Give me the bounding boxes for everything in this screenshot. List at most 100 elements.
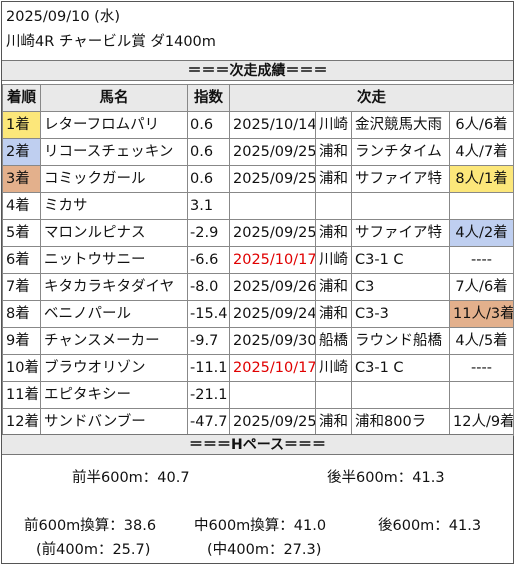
index-cell: -15.4 <box>187 300 230 328</box>
next-race-date-cell: 2025/09/25 <box>229 138 316 166</box>
next-race-venue-cell <box>315 192 352 220</box>
next-race-name-cell: 浦和800ラ <box>351 408 450 436</box>
next-race-date-cell: 2025/09/25 <box>229 408 316 436</box>
next-race-name-cell <box>351 381 450 409</box>
next-race-result-cell: ---- <box>449 354 514 382</box>
horse-name-cell: リコースチェッキン <box>40 138 188 166</box>
next-race-venue-cell: 浦和 <box>315 219 352 247</box>
rank-cell: 4着 <box>2 192 41 220</box>
next-race-result-cell: 12人/9着 <box>449 408 514 436</box>
next-race-name-cell: C3-1 C <box>351 354 450 382</box>
horse-name-cell: レターフロムパリ <box>40 111 188 139</box>
front-400-time: (前400m：25.7) <box>36 542 151 558</box>
next-race-date-cell: 2025/10/17 <box>229 246 316 274</box>
table-row: 8着 ベニノパール -15.4 2025/09/24 浦和 C3-3 11人/3着 <box>2 300 514 328</box>
index-cell: -2.9 <box>187 219 230 247</box>
next-race-venue-cell <box>315 381 352 409</box>
next-race-result-cell: 11人/3着 <box>449 300 514 328</box>
race-date: 2025/09/10 (水) <box>6 9 120 25</box>
next-race-venue-cell: 浦和 <box>315 138 352 166</box>
table-row: 1着 レターフロムパリ 0.6 2025/10/14 川崎 金沢競馬大雨 6人/6着 <box>2 111 514 139</box>
next-race-venue-cell: 浦和 <box>315 165 352 193</box>
horse-name-cell: コミックガール <box>40 165 188 193</box>
rank-cell: 1着 <box>2 111 41 139</box>
next-race-result-cell: 4人/5着 <box>449 327 514 355</box>
second-half-time: 後半600m：41.3 <box>327 470 445 486</box>
next-race-date-cell: 2025/09/25 <box>229 165 316 193</box>
rank-cell: 7着 <box>2 273 41 301</box>
results-table: 着順 馬名 指数 次走 1着 レターフロムパリ 0.6 2025/10/14 川崎 金沢競… <box>2 84 514 436</box>
index-column-header: 指数 <box>187 84 230 112</box>
next-race-name-cell: C3-3 <box>351 300 450 328</box>
front-600-time: 前600m換算：38.6 <box>24 518 157 534</box>
horse-name-cell: マロンルピナス <box>40 219 188 247</box>
next-race-venue-cell: 川崎 <box>315 246 352 274</box>
rank-cell: 12着 <box>2 408 41 436</box>
next-race-venue-cell: 川崎 <box>315 111 352 139</box>
next-race-name-cell: C3-1 C <box>351 246 450 274</box>
next-race-result-cell <box>449 192 514 220</box>
index-cell: 3.1 <box>187 192 230 220</box>
horse-name-cell: キタカラキタダイヤ <box>40 273 188 301</box>
next-results-heading: ＝＝＝次走成績＝＝＝ <box>2 60 513 81</box>
next-race-result-cell: 8人/1着 <box>449 165 514 193</box>
next-race-venue-cell: 浦和 <box>315 300 352 328</box>
next-race-column-header: 次走 <box>229 84 514 112</box>
rank-cell: 9着 <box>2 327 41 355</box>
next-race-name-cell: ランチタイム <box>351 138 450 166</box>
next-race-venue-cell: 浦和 <box>315 273 352 301</box>
index-cell: -8.0 <box>187 273 230 301</box>
next-race-result-cell: 6人/6着 <box>449 111 514 139</box>
next-race-name-cell <box>351 192 450 220</box>
next-race-name-cell: ラウンド船橋 <box>351 327 450 355</box>
table-row: 6着 ニットウサニー -6.6 2025/10/17 川崎 C3-1 C ---- <box>2 246 514 274</box>
table-row: 3着 コミックガール 0.6 2025/09/25 浦和 サファイア特 8人/1着 <box>2 165 514 193</box>
next-race-venue-cell: 川崎 <box>315 354 352 382</box>
next-race-name-cell: 金沢競馬大雨 <box>351 111 450 139</box>
table-row: 12着 サンドバンブー -47.7 2025/09/25 浦和 浦和800ラ 12人/9着 <box>2 408 514 436</box>
next-race-result-cell: 4人/2着 <box>449 219 514 247</box>
index-cell: -6.6 <box>187 246 230 274</box>
next-race-result-cell: 7人/6着 <box>449 273 514 301</box>
table-row: 11着 エピタキシー -21.1 <box>2 381 514 409</box>
middle-600-time: 中600m換算：41.0 <box>194 518 327 534</box>
last-600-time: 後600m：41.3 <box>378 518 482 534</box>
next-race-venue-cell: 船橋 <box>315 327 352 355</box>
next-race-result-cell <box>449 381 514 409</box>
table-row: 7着 キタカラキタダイヤ -8.0 2025/09/26 浦和 C3 7人/6着 <box>2 273 514 301</box>
horse-name-cell: エピタキシー <box>40 381 188 409</box>
next-race-name-cell: サファイア特 <box>351 219 450 247</box>
next-race-name-cell: C3 <box>351 273 450 301</box>
race-title: 川崎4R チャービル賞 ダ1400m <box>6 34 216 50</box>
rank-cell: 10着 <box>2 354 41 382</box>
next-race-date-cell: 2025/09/25 <box>229 219 316 247</box>
rank-cell: 5着 <box>2 219 41 247</box>
index-cell: 0.6 <box>187 165 230 193</box>
horse-name-cell: ブラウオリゾン <box>40 354 188 382</box>
next-race-date-cell <box>229 381 316 409</box>
pace-heading: ＝＝＝Hペース＝＝＝ <box>2 434 513 455</box>
index-cell: -11.1 <box>187 354 230 382</box>
next-race-date-cell: 2025/09/30 <box>229 327 316 355</box>
rank-cell: 6着 <box>2 246 41 274</box>
horse-name-cell: サンドバンブー <box>40 408 188 436</box>
horse-name-cell: ベニノパール <box>40 300 188 328</box>
horse-name-cell: ニットウサニー <box>40 246 188 274</box>
table-row: 4着 ミカサ 3.1 <box>2 192 514 220</box>
rank-cell: 11着 <box>2 381 41 409</box>
index-cell: 0.6 <box>187 111 230 139</box>
index-cell: -9.7 <box>187 327 230 355</box>
horse-name-cell: チャンスメーカー <box>40 327 188 355</box>
table-header-row: 着順 馬名 指数 次走 <box>2 84 514 112</box>
table-row: 5着 マロンルピナス -2.9 2025/09/25 浦和 サファイア特 4人/2着 <box>2 219 514 247</box>
next-race-date-cell: 2025/09/26 <box>229 273 316 301</box>
horse-name-cell: ミカサ <box>40 192 188 220</box>
table-row: 2着 リコースチェッキン 0.6 2025/09/25 浦和 ランチタイム 4人/7着 <box>2 138 514 166</box>
next-race-date-cell: 2025/10/14 <box>229 111 316 139</box>
horse-column-header: 馬名 <box>40 84 188 112</box>
index-cell: -21.1 <box>187 381 230 409</box>
rank-cell: 2着 <box>2 138 41 166</box>
table-row: 9着 チャンスメーカー -9.7 2025/09/30 船橋 ラウンド船橋 4人/5着 <box>2 327 514 355</box>
rank-column-header: 着順 <box>2 84 41 112</box>
